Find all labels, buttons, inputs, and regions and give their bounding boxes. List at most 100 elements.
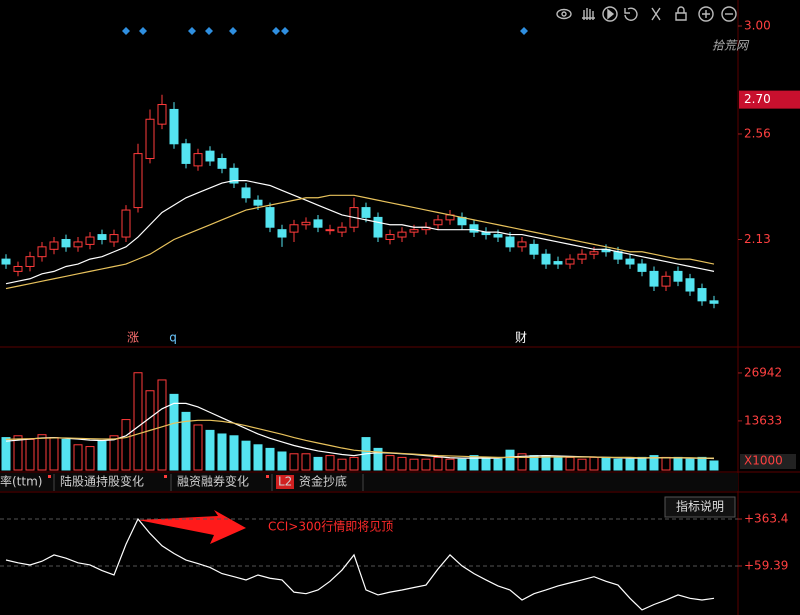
candle-body [565,258,575,265]
candle-body [157,104,167,125]
volume-bar [385,455,395,471]
candle-body [13,265,23,272]
watermark: 拾荒网 [712,39,750,53]
candle-body [337,226,347,233]
volume-bar [301,453,311,471]
volume-bar [73,444,83,471]
candle-body [25,256,35,267]
volume-bar [181,411,191,471]
candle-body [361,207,371,218]
candle-body [73,241,83,248]
l2-badge [276,475,294,489]
candle-body [277,229,287,238]
candle-body [121,209,131,238]
volume-bar [541,455,551,471]
refresh-icon[interactable] [624,7,638,21]
volume-bar [685,458,695,471]
volume-bar [673,456,683,471]
diamond [229,27,237,35]
candle-body [517,241,527,248]
toolbar [556,6,737,22]
unit-label: X1000 [744,454,783,468]
diamond [272,27,280,35]
diamond [139,27,147,35]
volume-bar [397,456,407,471]
tab-flag [164,475,167,478]
volume-bar [157,379,167,471]
volume-bar [625,458,635,471]
tab[interactable]: 率(ttm) [0,474,42,489]
annotation-arrow [138,510,246,544]
candle-body [709,300,719,304]
volume-bar [325,455,335,471]
volume-bar [469,455,479,471]
diamond [122,27,130,35]
candle-body [625,258,635,265]
tab[interactable]: 陆股通持股变化 [60,474,144,489]
volume-bar [277,451,287,471]
button-label: 指标说明 [676,499,724,514]
candle-body [253,199,263,206]
y-tick-label: 3.00 [744,19,771,33]
candle-body [685,278,695,292]
indicator-line [5,419,714,459]
volume-bar [493,458,503,471]
y-tick-label: +363.4 [744,512,788,526]
signal-markers [122,27,528,35]
volume-bar [649,455,659,471]
volume-bar [109,435,119,471]
candle-body [433,219,443,226]
y-tick-label: +59.39 [744,558,788,572]
candle-body [313,219,323,228]
y-tick-label: 13633 [744,413,782,427]
volume-bar [133,372,143,471]
volume-bar [505,449,515,471]
candle-body [241,187,251,199]
candle-body [541,253,551,265]
volume-bar [121,419,131,471]
plus [702,10,710,18]
chart-annotation: 财 [515,331,527,345]
candle-body [205,150,215,162]
volume-bar [1,437,11,471]
candle-body [325,229,335,232]
price-highlight [739,90,800,109]
eye-icon[interactable] [556,8,572,20]
play-icon[interactable] [602,6,618,22]
candle-body [637,263,647,272]
chart-annotation: 涨 [127,330,139,345]
candle-body [493,234,503,238]
chart-annotation: q [169,331,177,345]
volume-bar [433,456,443,471]
tab[interactable]: L2 [278,475,292,489]
cut-icon[interactable] [651,7,661,21]
volume-bar [517,453,527,471]
lock-icon[interactable] [675,6,687,21]
diamond [188,27,196,35]
candle-body [505,236,515,248]
candle-body [529,243,539,255]
candle-body [385,234,395,240]
unit-box [740,454,796,469]
y-tick-label: 26942 [744,365,782,379]
candle-body [229,167,239,184]
indicator-line [5,179,715,285]
candle-body [133,153,143,209]
zoom-out-icon[interactable] [721,6,737,22]
volume-bar [253,444,263,471]
diamond [520,27,528,35]
indicator-help-button[interactable] [664,496,736,518]
tab[interactable]: 融资融券变化 [177,474,249,489]
indicator-line [5,517,715,611]
volume-bar [421,458,431,471]
hand-icon[interactable] [582,8,595,20]
candle-body [373,216,383,238]
tab[interactable]: 资金抄底 [299,474,347,489]
volume-bar [313,456,323,471]
volume-bar [601,456,611,471]
volume-bar [481,456,491,471]
zoom-in-icon[interactable] [698,6,714,22]
volume-bar [265,447,275,471]
volume-bar [61,438,71,471]
